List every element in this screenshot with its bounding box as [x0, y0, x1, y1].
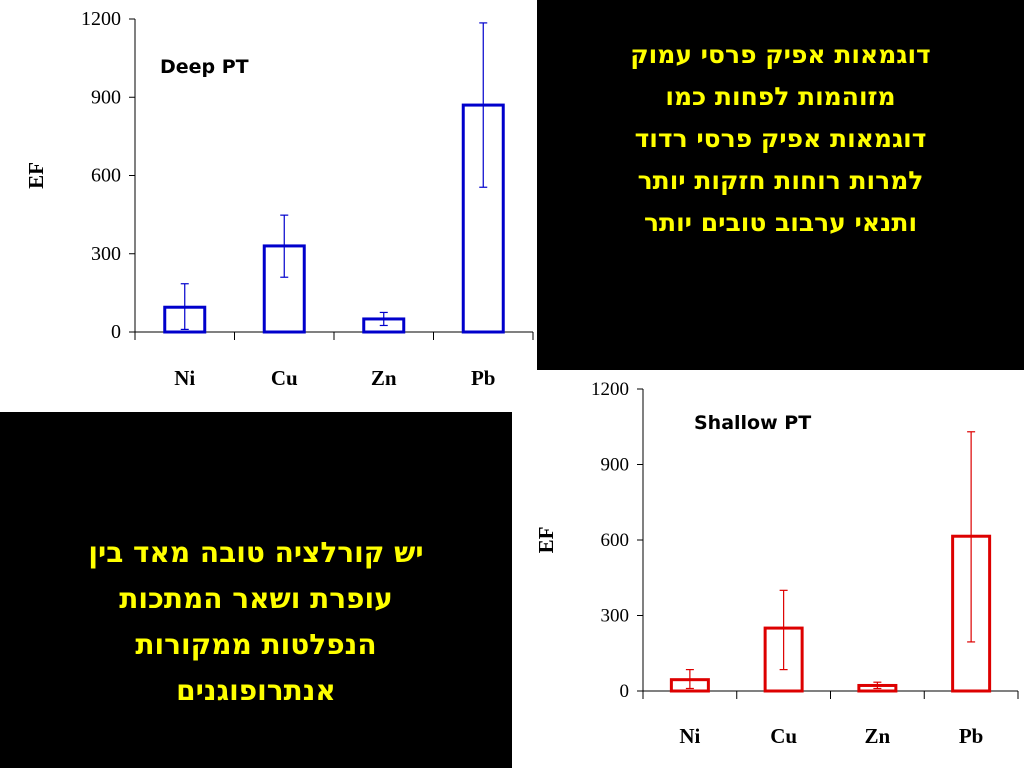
chart-annotation: Shallow PT [694, 412, 811, 434]
deep-vs-shallow-note: דוגמאות אפיק פרסי עמוק מזוהמות לפחות כמו… [537, 34, 1024, 244]
y-tick-label: 900 [601, 455, 630, 476]
y-tick-label: 1200 [591, 379, 629, 400]
y-tick-label: 0 [111, 321, 121, 343]
y-tick-label: 300 [601, 606, 630, 627]
y-axis-label: EF [24, 162, 48, 189]
y-tick-label: 1200 [81, 8, 121, 30]
category-label-zn: Zn [371, 366, 397, 390]
correlation-line-4: אנתרופוגנים [176, 674, 336, 707]
category-label-pb: Pb [959, 724, 984, 748]
y-tick-label: 0 [620, 681, 630, 702]
note-line-1: דוגמאות אפיק פרסי עמוק [630, 40, 931, 69]
note-line-4: למרות רוחות חזקות יותר [637, 166, 924, 195]
correlation-line-1: יש קורלציה טובה מאד בין [88, 536, 424, 569]
note-line-5: ותנאי ערבוב טובים יותר [643, 208, 918, 237]
y-tick-label: 600 [601, 530, 630, 551]
correlation-line-2: עופרת ושאר המתכות [119, 582, 393, 615]
deep-vs-shallow-note-panel: דוגמאות אפיק פרסי עמוק מזוהמות לפחות כמו… [537, 0, 1024, 370]
lead-correlation-note: יש קורלציה טובה מאד בין עופרת ושאר המתכו… [0, 530, 512, 714]
y-axis-label: EF [534, 527, 558, 554]
note-line-3: דוגמאות אפיק פרסי רדוד [634, 124, 927, 153]
y-tick-label: 300 [91, 243, 121, 265]
note-line-2: מזוהמות לפחות כמו [665, 82, 896, 111]
y-tick-label: 900 [91, 86, 121, 108]
chart-annotation: Deep PT [160, 56, 249, 78]
deep-pt-chart: 0 300 600 900 1200 Ni Cu Zn Pb EF Deep PT [24, 8, 534, 390]
category-label-zn: Zn [865, 724, 891, 748]
category-label-ni: Ni [174, 366, 195, 390]
category-label-pb: Pb [471, 366, 496, 390]
category-label-cu: Cu [770, 724, 797, 748]
correlation-line-3: הנפלטות ממקורות [135, 628, 377, 661]
lead-correlation-note-panel: יש קורלציה טובה מאד בין עופרת ושאר המתכו… [0, 412, 512, 768]
category-label-cu: Cu [271, 366, 298, 390]
y-tick-label: 600 [91, 165, 121, 187]
shallow-pt-chart: 0 300 600 900 1200 Ni Cu Zn Pb EF Shallow PT [534, 379, 1019, 748]
category-label-ni: Ni [679, 724, 700, 748]
